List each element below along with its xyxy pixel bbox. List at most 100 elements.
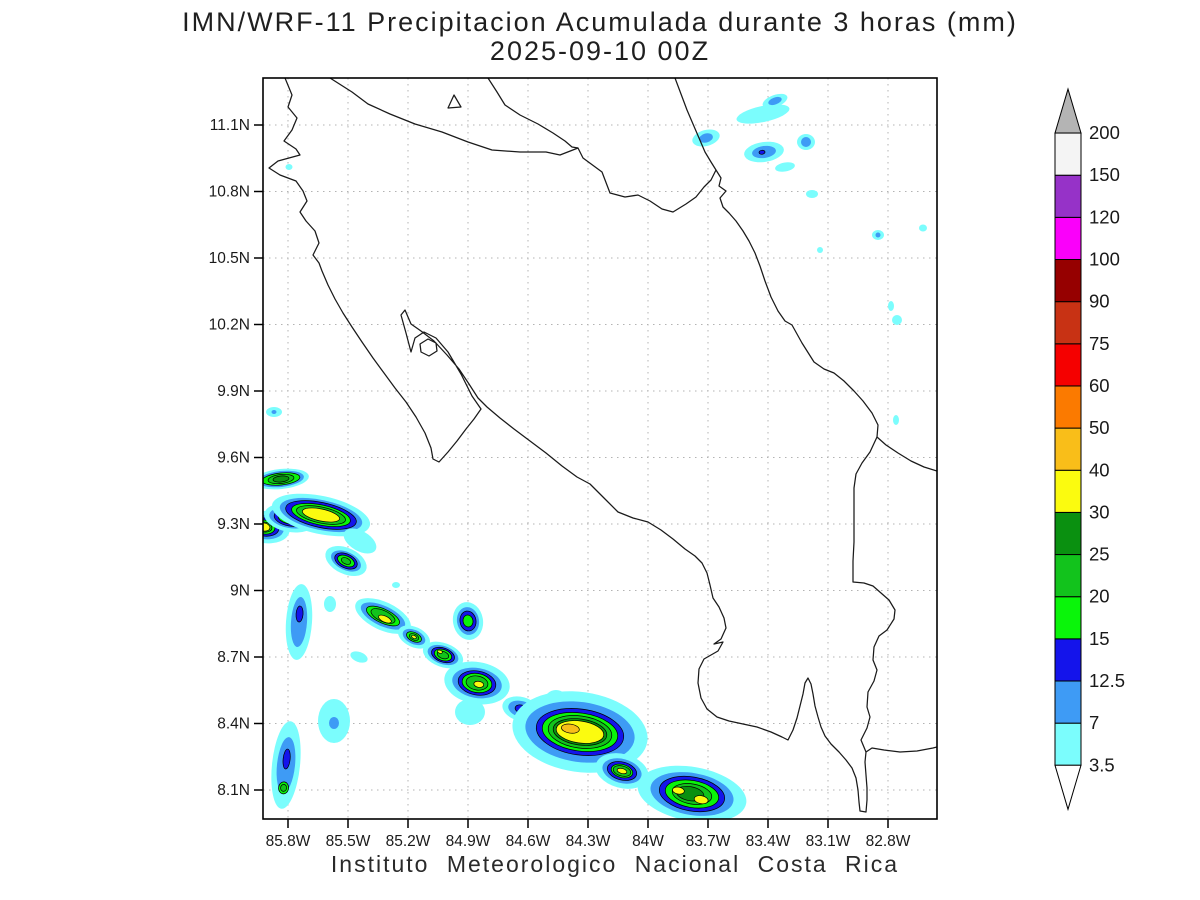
precip-cell [775, 162, 795, 172]
precip-cell [637, 765, 747, 819]
page-subtitle: 2025-09-10 00Z [489, 36, 711, 66]
precip-cell [744, 141, 784, 163]
precip-cell [455, 699, 485, 725]
colorbar-label: 150 [1089, 164, 1120, 185]
y-tick-label: 9N [230, 583, 250, 600]
precip-cell [271, 721, 301, 809]
precip-contour-3.5 [817, 247, 823, 253]
colorbar-label: 20 [1089, 586, 1110, 607]
x-tick-label: 84W [632, 833, 664, 850]
colorbar-arrow-above [1054, 87, 1082, 134]
colorbar-label: 7 [1089, 712, 1099, 733]
colorbar-segment [1054, 511, 1082, 556]
precip-contour-7 [801, 137, 811, 147]
colorbar-arrow-below [1054, 764, 1082, 812]
precip-contour-30 [473, 680, 485, 688]
precip-contour-40 [561, 723, 580, 734]
precip-contour-12.5 [758, 149, 766, 155]
precip-cell [343, 528, 377, 554]
lake-island [447, 94, 462, 109]
precip-contour-30 [302, 507, 340, 523]
precip-contour-30 [437, 649, 443, 654]
precip-layer [263, 93, 927, 819]
lake-nicaragua-east-shore [487, 78, 579, 149]
precip-cell [285, 164, 293, 170]
precip-cell [888, 301, 894, 311]
y-tick-label: 10.5N [209, 250, 250, 267]
x-tick-label: 85.5W [326, 833, 371, 850]
precip-cell [392, 582, 400, 588]
precip-contour-3.5 [893, 415, 899, 425]
precip-cell [350, 651, 368, 663]
y-tick-label: 10.8N [209, 184, 250, 201]
precip-cell [452, 602, 484, 640]
precip-cell [398, 625, 430, 649]
colorbar-label: 30 [1089, 501, 1110, 522]
precip-contour-3.5 [324, 596, 336, 612]
panama-border [852, 436, 896, 753]
colorbar-segment [1054, 722, 1082, 766]
precip-contour-7 [699, 133, 713, 143]
x-tick-label: 84.3W [566, 833, 611, 850]
colorbar-segment [1054, 638, 1082, 682]
precip-contour-3.5 [806, 190, 818, 198]
x-tick-label: 83.1W [806, 833, 851, 850]
colorbar-segment [1054, 174, 1082, 218]
precip-contour-30 [693, 795, 709, 805]
colorbar: 3.5 7 12.5 15 20 25 30 40 50 60 75 90 100 120 150 200 [1054, 87, 1125, 812]
colorbar-label: 50 [1089, 417, 1110, 438]
precip-contour-30 [378, 614, 392, 624]
colorbar-label: 120 [1089, 206, 1120, 227]
precip-contour-3.5 [888, 301, 894, 311]
precip-contour-25 [272, 475, 290, 483]
colorbar-label: 90 [1089, 291, 1110, 312]
precip-contour-20 [280, 784, 287, 792]
x-tick-label: 84.9W [446, 833, 491, 850]
precip-contour-30 [616, 767, 628, 775]
precip-cell [872, 230, 884, 240]
y-tick-label: 10.2N [209, 317, 250, 334]
page-title: IMN/WRF-11 Precipitacion Acumulada duran… [182, 7, 1018, 37]
colorbar-segment [1054, 680, 1082, 724]
precip-contour-30 [411, 634, 417, 640]
colorbar-label: 200 [1089, 122, 1120, 143]
colorbar-segment [1054, 301, 1082, 345]
axes: 85.8W 85.5W 85.2W 84.9W 84.6W 84.3W 84W 83.7W 83… [209, 117, 911, 850]
precip-contour-3.5 [285, 164, 293, 170]
precip-contour-30 [672, 786, 685, 795]
precip-contour-3.5 [455, 699, 485, 725]
precip-contour-7 [271, 410, 277, 414]
colorbar-segment [1054, 132, 1082, 176]
precip-contour-20 [340, 557, 352, 565]
colorbar-label: 25 [1089, 544, 1110, 565]
y-tick-label: 8.4N [217, 716, 250, 733]
colorbar-label: 40 [1089, 459, 1110, 480]
y-tick-label: 9.6N [217, 450, 250, 467]
x-tick-label: 83.4W [746, 833, 791, 850]
precip-cell [422, 641, 464, 669]
precip-contour-12.5 [295, 605, 304, 623]
precip-cell [324, 596, 336, 612]
colorbar-segment [1054, 596, 1082, 640]
lake-nicaragua-south-shore-border [329, 78, 717, 213]
x-tick-label: 85.8W [266, 833, 311, 850]
colorbar-label: 3.5 [1089, 754, 1115, 775]
precip-cell [263, 468, 309, 490]
precip-cell [762, 93, 788, 109]
precip-cell [595, 753, 649, 789]
precip-contour-3.5 [392, 582, 400, 588]
precip-contour-3.5 [350, 651, 368, 663]
colorbar-label: 15 [1089, 628, 1110, 649]
y-tick-label: 8.7N [217, 649, 250, 666]
precip-cell [919, 224, 927, 232]
precip-cell [736, 104, 790, 124]
colorbar-segment [1054, 469, 1082, 513]
colorbar-segment [1054, 343, 1082, 387]
precip-cell [806, 190, 818, 198]
caribbean-coast [674, 78, 937, 472]
precip-cell [817, 247, 823, 253]
x-tick-label: 85.2W [386, 833, 431, 850]
colorbar-label: 60 [1089, 375, 1110, 396]
colorbar-segment [1054, 554, 1082, 598]
